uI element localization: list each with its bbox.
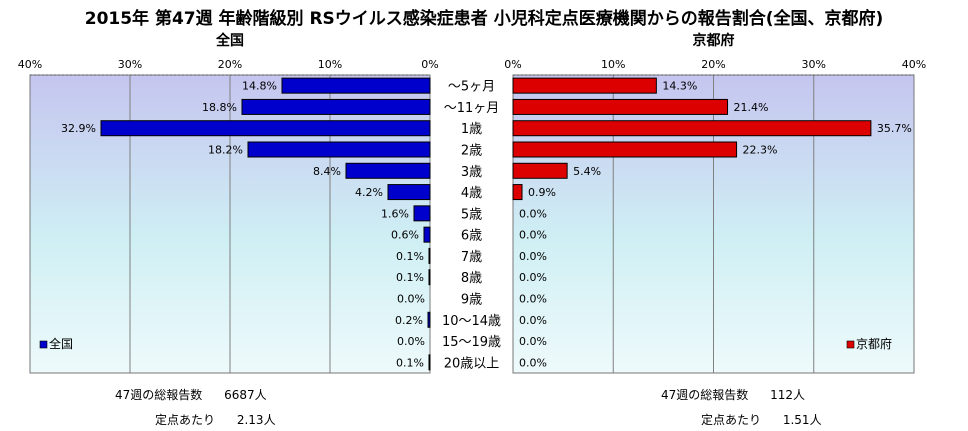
national-data-label: 18.2%	[208, 144, 243, 157]
national-per-value: 2.13人	[236, 413, 276, 427]
kyoto-total-value: 112人	[770, 388, 806, 402]
kyoto-data-label: 14.3%	[662, 80, 697, 93]
national-data-label: 0.0%	[397, 293, 425, 306]
national-data-label: 14.8%	[242, 80, 277, 93]
national-data-label: 0.1%	[396, 356, 424, 369]
national-tick-label: 0%	[421, 58, 438, 71]
kyoto-panel-title: 京都府	[692, 33, 735, 49]
category-label: 7歳	[461, 250, 482, 265]
national-per-note: 定点あたり 2.13人	[155, 411, 276, 428]
kyoto-bar	[512, 184, 523, 201]
kyoto-data-label: 0.9%	[528, 186, 556, 199]
national-data-label: 1.6%	[381, 207, 409, 220]
national-bar	[241, 98, 431, 115]
category-label: 1歳	[461, 122, 482, 137]
category-label: 5歳	[461, 207, 482, 222]
kyoto-data-label: 0.0%	[519, 207, 547, 220]
category-label: 3歳	[461, 165, 482, 180]
kyoto-bar	[512, 77, 657, 94]
national-data-label: 32.9%	[61, 122, 96, 135]
national-per-label: 定点あたり	[155, 413, 216, 427]
national-data-label: 0.1%	[396, 250, 424, 263]
national-legend-label: 全国	[49, 336, 73, 351]
kyoto-data-label: 0.0%	[519, 250, 547, 263]
kyoto-data-label: 0.0%	[519, 356, 547, 369]
category-label: 6歳	[461, 229, 482, 244]
kyoto-tick-label: 10%	[601, 58, 625, 71]
national-bar	[281, 77, 431, 94]
kyoto-tick-label: 40%	[902, 58, 926, 71]
national-total-label: 47週の総報告数	[115, 388, 203, 402]
kyoto-data-label: 5.4%	[573, 165, 601, 178]
chart-title: 2015年 第47週 年齢階級別 RSウイルス感染症患者 小児科定点医療機関から…	[84, 9, 884, 29]
kyoto-data-label: 22.3%	[743, 144, 778, 157]
national-tick-label: 20%	[218, 58, 242, 71]
kyoto-total-label: 47週の総報告数	[661, 388, 749, 402]
category-label: ～5ヶ月	[448, 80, 495, 95]
kyoto-data-label: 0.0%	[519, 314, 547, 327]
national-bar	[387, 184, 431, 201]
category-label: 9歳	[461, 293, 482, 308]
national-tick-label: 40%	[18, 58, 42, 71]
kyoto-bar	[512, 120, 872, 137]
kyoto-bar	[512, 98, 729, 115]
national-tick-label: 30%	[118, 58, 142, 71]
kyoto-data-label: 21.4%	[734, 101, 769, 114]
kyoto-bar	[512, 162, 568, 179]
national-panel-title: 全国	[216, 33, 244, 49]
category-label: 4歳	[461, 186, 482, 201]
national-bar	[428, 354, 431, 371]
national-data-label: 0.0%	[397, 335, 425, 348]
national-total-value: 6687人	[224, 388, 267, 402]
national-legend-swatch	[39, 340, 48, 349]
national-bar	[427, 311, 431, 328]
kyoto-data-label: 0.0%	[519, 271, 547, 284]
category-label: 2歳	[461, 144, 482, 159]
kyoto-data-label: 0.0%	[519, 229, 547, 242]
national-data-label: 0.2%	[395, 314, 423, 327]
kyoto-per-label: 定点あたり	[701, 413, 762, 427]
category-label: 8歳	[461, 271, 482, 286]
national-data-label: 0.6%	[391, 229, 419, 242]
national-bar	[413, 205, 431, 222]
kyoto-data-label: 0.0%	[519, 293, 547, 306]
national-data-label: 0.1%	[396, 271, 424, 284]
category-label: 15～19歳	[442, 335, 501, 350]
category-label: 10～14歳	[442, 314, 501, 329]
national-bar	[247, 141, 431, 158]
kyoto-legend-swatch	[846, 340, 855, 349]
kyoto-tick-label: 20%	[701, 58, 725, 71]
kyoto-legend-label: 京都府	[856, 336, 892, 351]
category-label: 20歳以上	[444, 356, 500, 371]
national-data-label: 8.4%	[313, 165, 341, 178]
national-data-label: 18.8%	[202, 101, 237, 114]
kyoto-data-label: 35.7%	[877, 122, 912, 135]
national-bar	[423, 226, 431, 243]
national-bar	[100, 120, 431, 137]
kyoto-tick-label: 0%	[504, 58, 521, 71]
kyoto-bar	[512, 141, 738, 158]
national-bar	[345, 162, 431, 179]
kyoto-tick-label: 30%	[802, 58, 826, 71]
category-label: ～11ヶ月	[444, 101, 500, 116]
national-tick-label: 10%	[318, 58, 342, 71]
kyoto-per-value: 1.51人	[782, 413, 822, 427]
kyoto-total-note: 47週の総報告数 112人	[661, 386, 805, 403]
national-total-note: 47週の総報告数 6687人	[115, 386, 267, 403]
kyoto-data-label: 0.0%	[519, 335, 547, 348]
national-bar	[428, 269, 431, 286]
national-data-label: 4.2%	[355, 186, 383, 199]
national-bar	[428, 247, 431, 264]
kyoto-per-note: 定点あたり 1.51人	[701, 411, 822, 428]
